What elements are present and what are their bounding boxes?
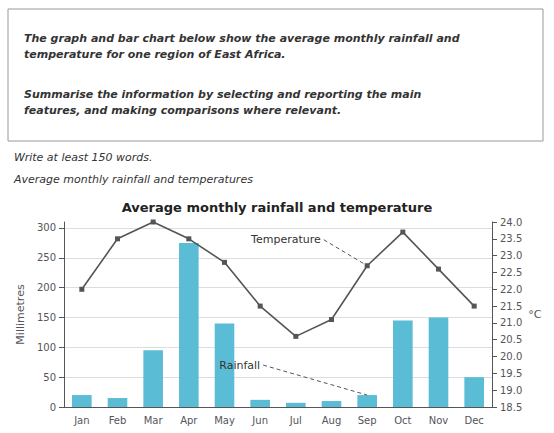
svg-text:19.0: 19.0 (500, 385, 522, 396)
svg-text:Feb: Feb (109, 415, 127, 426)
svg-text:temperature for one region of: temperature for one region of East Afric… (24, 48, 286, 61)
svg-text:20.5: 20.5 (500, 334, 522, 345)
svg-text:Apr: Apr (180, 415, 198, 426)
svg-text:Nov: Nov (429, 415, 449, 426)
svg-text:21.0: 21.0 (500, 317, 522, 328)
svg-text:200: 200 (37, 282, 56, 293)
svg-text:300: 300 (37, 222, 56, 233)
svg-text:Average monthly rainfall and t: Average monthly rainfall and temperature… (13, 173, 253, 186)
svg-text:Average monthly rainfall and t: Average monthly rainfall and temperature (122, 200, 433, 215)
svg-text:23.0: 23.0 (500, 250, 522, 261)
svg-text:50: 50 (43, 372, 56, 383)
svg-text:Aug: Aug (322, 415, 342, 426)
svg-text:150: 150 (37, 312, 56, 323)
svg-text:Sep: Sep (358, 415, 377, 426)
svg-text:Oct: Oct (394, 415, 411, 426)
svg-text:Write at least 150 words.: Write at least 150 words. (14, 151, 152, 164)
svg-text:0: 0 (50, 402, 56, 413)
svg-text:22.0: 22.0 (500, 284, 522, 295)
svg-text:21.5: 21.5 (500, 301, 522, 312)
svg-text:Millimetres: Millimetres (14, 284, 27, 345)
svg-text:Mar: Mar (144, 415, 164, 426)
svg-text:Summarise the information by s: Summarise the information by selecting a… (24, 88, 422, 101)
svg-text:18.5: 18.5 (500, 402, 522, 413)
svg-text:°C: °C (528, 308, 542, 321)
svg-text:features, and making compariso: features, and making comparisons where r… (24, 104, 341, 117)
svg-text:The graph and bar chart below: The graph and bar chart below show the a… (24, 32, 460, 45)
svg-text:250: 250 (37, 252, 56, 263)
svg-text:Jun: Jun (251, 415, 268, 426)
svg-text:24.0: 24.0 (500, 217, 522, 228)
svg-text:19.5: 19.5 (500, 368, 522, 379)
svg-text:100: 100 (37, 342, 56, 353)
svg-text:23.5: 23.5 (500, 233, 522, 244)
svg-text:May: May (214, 415, 235, 426)
svg-text:Rainfall: Rainfall (219, 359, 260, 372)
svg-text:Temperature: Temperature (250, 233, 321, 246)
svg-text:Jul: Jul (289, 415, 302, 426)
svg-text:Dec: Dec (464, 415, 483, 426)
svg-text:Jan: Jan (73, 415, 89, 426)
svg-text:20.0: 20.0 (500, 351, 522, 362)
svg-text:22.5: 22.5 (500, 267, 522, 278)
